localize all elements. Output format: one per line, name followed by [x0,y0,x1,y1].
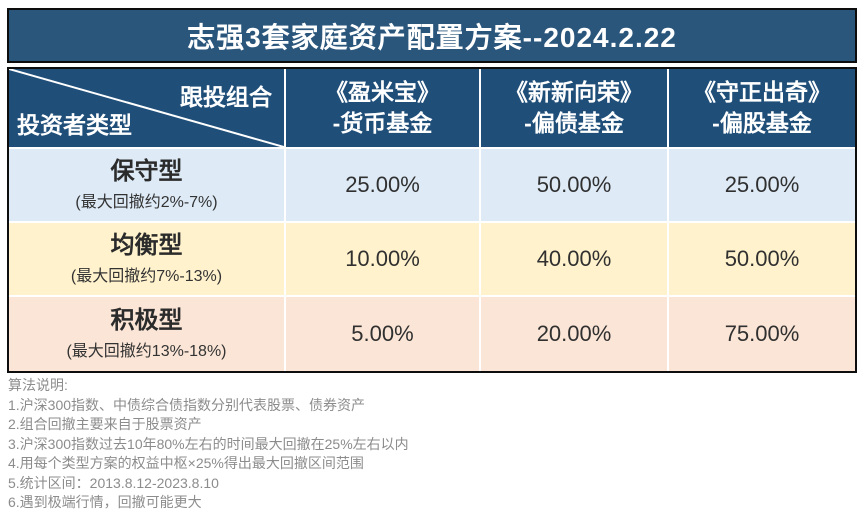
drawdown-note: (最大回撤约2%-7%) [75,194,218,212]
allocation-value: 75.00% [724,321,800,346]
allocation-value: 50.00% [481,149,669,221]
drawdown-note: (最大回撤约13%-18%) [66,343,227,361]
column-subtitle: -货币基金 [332,110,433,136]
page-title: 志强3套家庭资产配置方案--2024.2.22 [187,21,677,53]
asset-allocation-page: 志强3套家庭资产配置方案--2024.2.22 跟投组合 投资者类型 《盈米宝》… [7,8,857,510]
allocation-value: 25.00% [286,149,481,221]
row-label-cell: 积极型 (最大回撤约13%-18%) [9,297,286,371]
column-subtitle: -偏股基金 [712,110,812,136]
column-title: 《新新向荣》 [505,78,643,105]
table-row-aggressive: 积极型 (最大回撤约13%-18%) 5.00% 20.00% 75.00% [9,297,855,371]
table-header-row: 跟投组合 投资者类型 《盈米宝》 -货币基金 《新新向荣》 -偏债基金 《守正出… [9,69,855,149]
header-corner-cell: 跟投组合 投资者类型 [9,69,286,147]
allocation-table: 跟投组合 投资者类型 《盈米宝》 -货币基金 《新新向荣》 -偏债基金 《守正出… [7,67,857,373]
column-title: 《守正出奇》 [693,78,831,105]
corner-label-investor-type: 投资者类型 [17,112,132,138]
drawdown-note: (最大回撤约7%-13%) [70,268,223,286]
allocation-value: 10.00% [286,223,481,295]
note-line: 6.遇到极端行情，回撤可能更大 [8,494,202,510]
table-row-conservative: 保守型 (最大回撤约2%-7%) 25.00% 50.00% 25.00% [9,149,855,223]
note-line: 3.沪深300指数过去10年80%左右的时间最大回撤在25%左右以内 [8,435,409,452]
row-label-cell: 均衡型 (最大回撤约7%-13%) [9,223,286,295]
title-bar: 志强3套家庭资产配置方案--2024.2.22 [7,8,857,63]
table-row-balanced: 均衡型 (最大回撤约7%-13%) 10.00% 40.00% 50.00% [9,223,855,297]
column-header-xinxinxiangrong: 《新新向荣》 -偏债基金 [481,69,669,147]
column-title: 《盈米宝》 [325,78,440,105]
investor-type-label: 积极型 [110,306,183,334]
investor-type-label: 均衡型 [110,231,183,259]
diagonal-divider [9,69,284,147]
investor-type-label: 保守型 [110,157,183,185]
column-header-shouzhengchuqi: 《守正出奇》 -偏股基金 [669,69,855,147]
column-subtitle: -偏债基金 [524,110,624,136]
algorithm-notes: 算法说明: 1.沪深300指数、中债综合债指数分别代表股票、债券资产 2.组合回… [8,376,409,513]
allocation-value: 20.00% [481,297,669,371]
notes-heading: 算法说明: [8,377,68,393]
row-label-cell: 保守型 (最大回撤约2%-7%) [9,149,286,221]
column-header-yingmibao: 《盈米宝》 -货币基金 [286,69,481,147]
allocation-value: 25.00% [724,172,800,197]
note-line: 4.用每个类型方案的权益中枢×25%得出最大回撤区间范围 [8,455,364,471]
allocation-value: 5.00% [286,297,481,371]
allocation-value: 40.00% [481,223,669,295]
note-line: 5.统计区间：2013.8.12-2023.8.10 [8,474,219,491]
corner-label-portfolio: 跟投组合 [180,84,272,110]
note-line: 1.沪深300指数、中债综合债指数分别代表股票、债券资产 [8,396,366,413]
note-line: 2.组合回撤主要来自于股票资产 [8,416,202,432]
allocation-value: 50.00% [724,246,800,271]
